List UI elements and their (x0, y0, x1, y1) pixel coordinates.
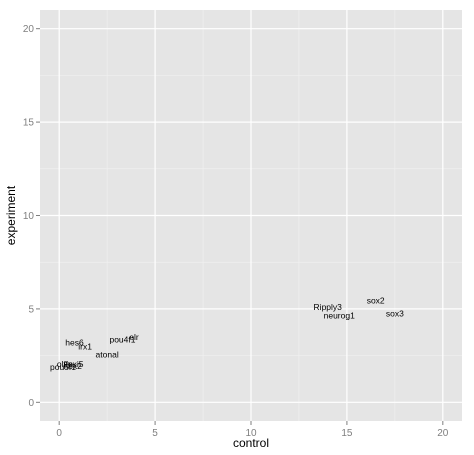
point-label: irx1 (78, 341, 92, 351)
x-tick-label: 0 (56, 428, 62, 439)
point-label: pou5f1 (50, 362, 76, 372)
point-label: foxi5 (66, 359, 84, 369)
x-tick-label: 5 (152, 428, 158, 439)
y-tick-label: 10 (23, 211, 35, 222)
y-tick-label: 0 (28, 398, 34, 409)
point-label: pou4f1 (109, 335, 135, 345)
x-axis-ticks: 0 5 10 15 20 (56, 421, 449, 439)
point-label: hes6 (65, 338, 84, 348)
y-axis-title: experiment (4, 185, 18, 245)
x-tick-label: 15 (341, 428, 353, 439)
x-tick-label: 10 (245, 428, 257, 439)
point-label: neurog1 (324, 310, 355, 320)
y-axis-ticks: 0 5 10 15 20 (23, 24, 40, 409)
point-label: olfm (57, 359, 73, 369)
y-tick-label: 15 (23, 118, 35, 129)
point-label: elr (129, 332, 139, 342)
x-tick-label: 20 (437, 428, 449, 439)
point-label: hox2 (63, 361, 82, 371)
x-axis-title: control (233, 436, 269, 450)
y-tick-label: 20 (23, 24, 35, 35)
major-gridlines (40, 10, 462, 421)
point-label: Ripply3 (314, 302, 343, 312)
point-label: sox2 (367, 296, 385, 306)
point-label: atonal (96, 350, 119, 360)
point-label: sox3 (386, 309, 404, 319)
y-tick-label: 5 (28, 304, 34, 315)
